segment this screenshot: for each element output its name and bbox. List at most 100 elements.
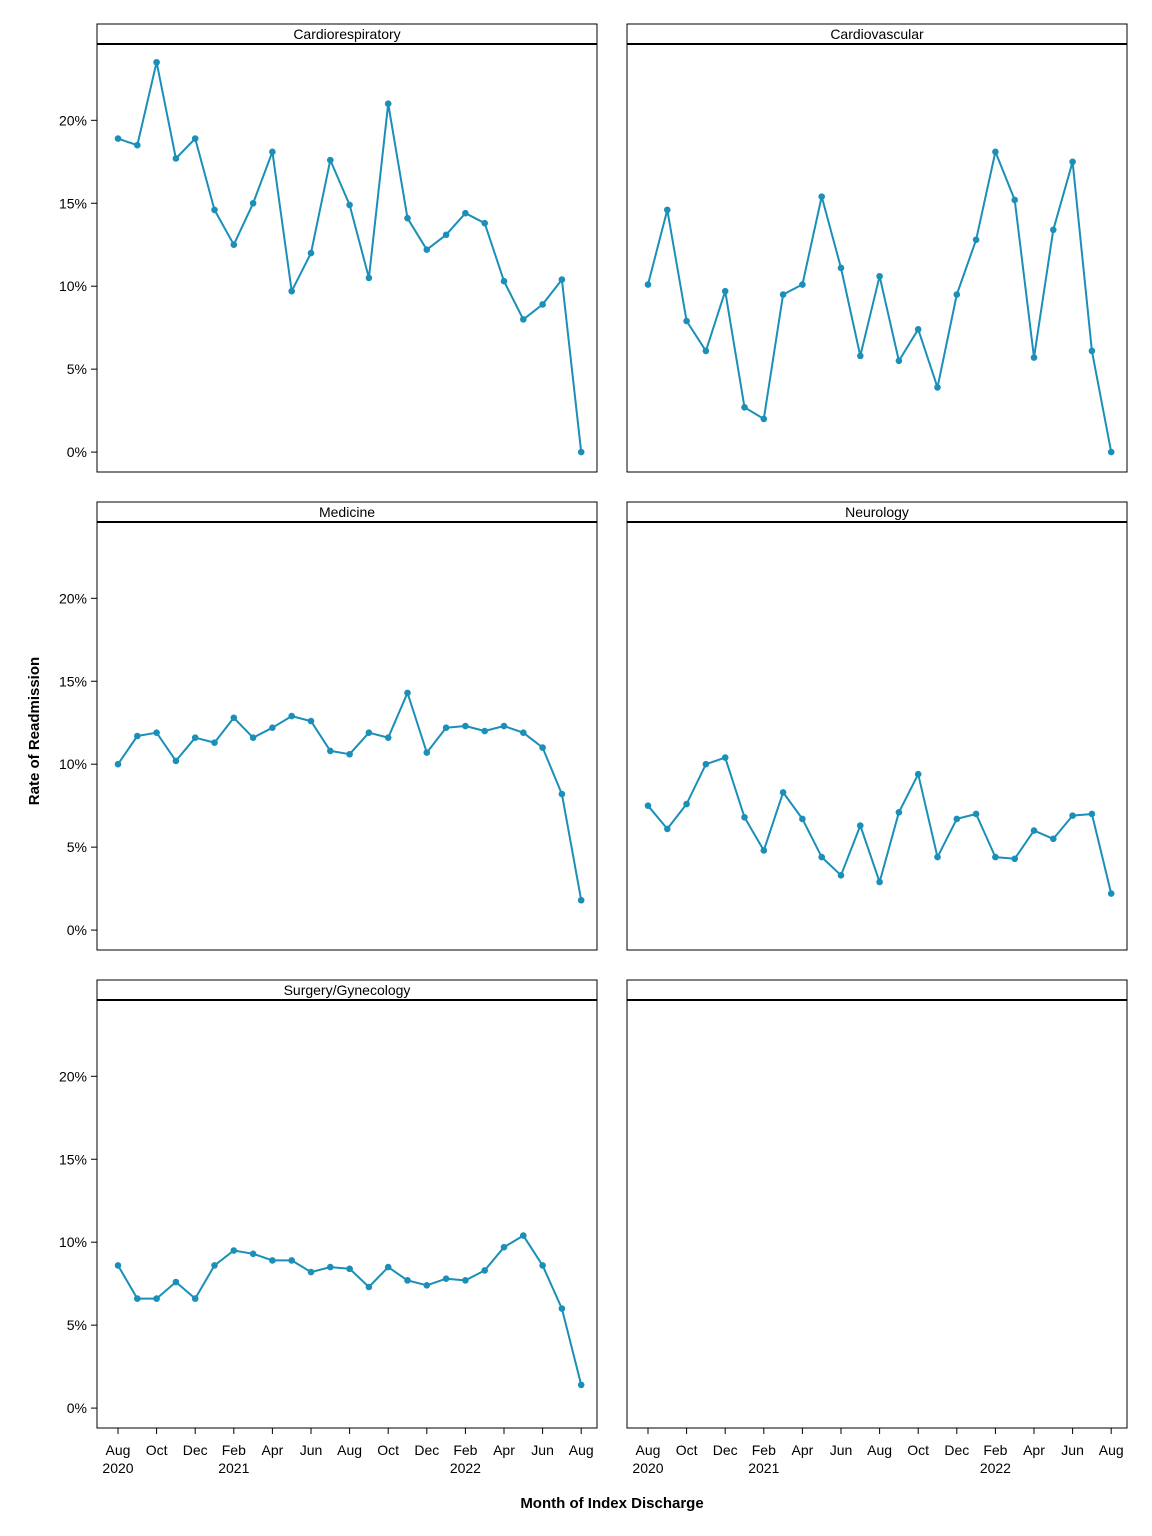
data-point <box>288 1257 296 1264</box>
data-point <box>914 326 922 333</box>
data-point <box>423 1282 431 1289</box>
data-point <box>211 206 218 214</box>
x-tick-label: Aug <box>867 1442 892 1458</box>
x-tick-label: Aug <box>337 1442 362 1458</box>
data-point <box>760 847 768 854</box>
series-line <box>647 150 1113 453</box>
x-tick-label: Feb <box>453 1442 477 1458</box>
data-point <box>992 853 999 861</box>
data-point <box>577 1381 585 1389</box>
data-point <box>1030 354 1038 361</box>
data-point <box>1050 226 1057 234</box>
data-point <box>644 281 652 288</box>
data-point <box>1069 812 1076 819</box>
x-tick-label: Oct <box>377 1442 399 1458</box>
panel-frame <box>626 521 1128 951</box>
data-point <box>1107 448 1115 456</box>
panel-surgery-gynecology: Surgery/Gynecology 0% 5% 10% 15% 20% Aug 2020 Oc… <box>59 979 598 1476</box>
panel-title: Neurology <box>845 504 909 520</box>
data-point <box>779 291 787 298</box>
data-point <box>365 1283 373 1291</box>
data-point <box>307 717 315 725</box>
series-line <box>117 61 583 453</box>
series-line <box>117 691 583 901</box>
data-point <box>134 732 141 740</box>
data-point <box>384 100 392 108</box>
series-line <box>117 1234 583 1386</box>
data-point <box>481 1267 489 1274</box>
data-point <box>230 1247 238 1254</box>
panel-frame <box>626 43 1128 473</box>
data-point <box>404 1277 411 1284</box>
x-tick-year-label: 2021 <box>218 1460 249 1476</box>
data-point <box>934 384 941 391</box>
panel-title: Cardiorespiratory <box>293 26 400 42</box>
data-point <box>172 757 180 765</box>
x-axis-label: Month of Index Discharge <box>520 1495 703 1512</box>
x-tick-year-label: 2022 <box>450 1460 481 1476</box>
data-point <box>327 1263 334 1271</box>
data-point <box>520 1232 527 1239</box>
data-point <box>269 724 276 732</box>
data-point <box>539 1262 546 1269</box>
y-tick-label: 0% <box>67 1400 87 1416</box>
data-point <box>346 1265 353 1273</box>
data-point <box>230 241 238 249</box>
x-tick-label: Dec <box>944 1442 969 1458</box>
data-point <box>857 352 864 360</box>
x-tick-year-label: 2021 <box>748 1460 779 1476</box>
data-point <box>1088 347 1096 355</box>
panel-title: Cardiovascular <box>830 26 924 42</box>
x-tick-label: Oct <box>907 1442 929 1458</box>
data-point <box>558 790 566 798</box>
data-point <box>857 822 864 829</box>
data-point <box>837 872 845 879</box>
data-point <box>230 714 238 722</box>
x-tick-label: Oct <box>676 1442 698 1458</box>
data-point <box>895 357 903 365</box>
x-tick-label: Jun <box>830 1442 853 1458</box>
y-tick-label: 5% <box>67 839 87 855</box>
data-point <box>934 853 941 861</box>
data-point <box>972 236 980 244</box>
data-point <box>702 347 710 355</box>
x-tick-label: Dec <box>183 1442 208 1458</box>
data-point <box>1030 827 1038 834</box>
y-tick-label: 0% <box>67 444 87 460</box>
data-point <box>741 813 748 821</box>
data-point <box>172 155 180 162</box>
x-tick-label: Apr <box>262 1442 284 1458</box>
y-tick-label: 20% <box>59 590 87 606</box>
data-point <box>500 1243 508 1251</box>
data-point <box>914 770 922 778</box>
data-point <box>683 317 690 325</box>
data-point <box>520 729 527 736</box>
data-point <box>327 747 334 755</box>
y-tick-label: 10% <box>59 1234 87 1250</box>
data-point <box>779 789 787 796</box>
x-tick-label: Apr <box>792 1442 814 1458</box>
data-point <box>365 729 373 736</box>
y-tick-label: 10% <box>59 756 87 772</box>
panels-layer: Cardiorespiratory 0% 5% 10% 15% 20% Cardiovasc… <box>59 23 1128 1476</box>
data-point <box>818 853 825 861</box>
panel-title: Medicine <box>319 504 375 520</box>
data-point <box>539 301 546 308</box>
data-point <box>644 802 652 809</box>
data-point <box>799 281 806 288</box>
x-tick-label: Aug <box>1099 1442 1124 1458</box>
y-tick-label: 5% <box>67 1317 87 1333</box>
data-point <box>134 1295 141 1302</box>
data-point <box>191 734 199 741</box>
data-point <box>664 206 671 214</box>
x-tick-label: Jun <box>300 1442 323 1458</box>
data-point <box>404 689 411 697</box>
y-tick-label: 10% <box>59 278 87 294</box>
data-point <box>818 193 825 200</box>
y-tick-label: 15% <box>59 673 87 689</box>
data-point <box>172 1278 180 1286</box>
data-point <box>837 264 845 272</box>
y-axis-label: Rate of Readmission <box>26 657 43 805</box>
data-point <box>249 734 257 741</box>
data-point <box>760 415 768 423</box>
